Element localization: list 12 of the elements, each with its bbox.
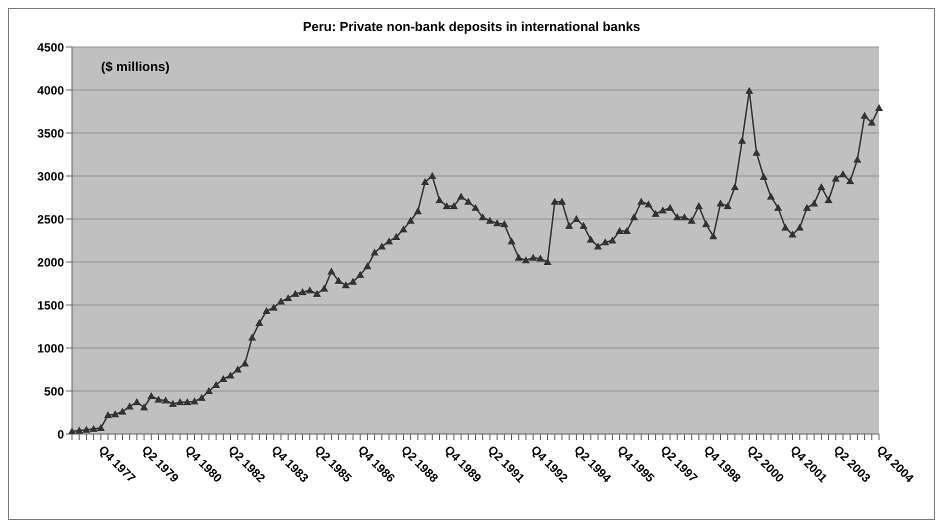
annotation: ($ millions): [101, 59, 170, 74]
y-tick-label: 0: [57, 427, 64, 442]
y-tick-label: 2500: [37, 212, 64, 226]
y-tick-label: 3500: [37, 126, 64, 140]
y-tick-label: 3000: [37, 169, 64, 184]
chart-title: Peru: Private non-bank deposits in international banks: [302, 19, 642, 34]
y-tick-label: 4000: [37, 83, 64, 98]
y-tick-label: 500: [44, 384, 64, 398]
y-tick-label: 4500: [37, 40, 64, 54]
y-tick-label: 1500: [37, 298, 64, 312]
y-tick-label: 2000: [37, 255, 64, 270]
y-tick-label: 1000: [37, 341, 64, 356]
